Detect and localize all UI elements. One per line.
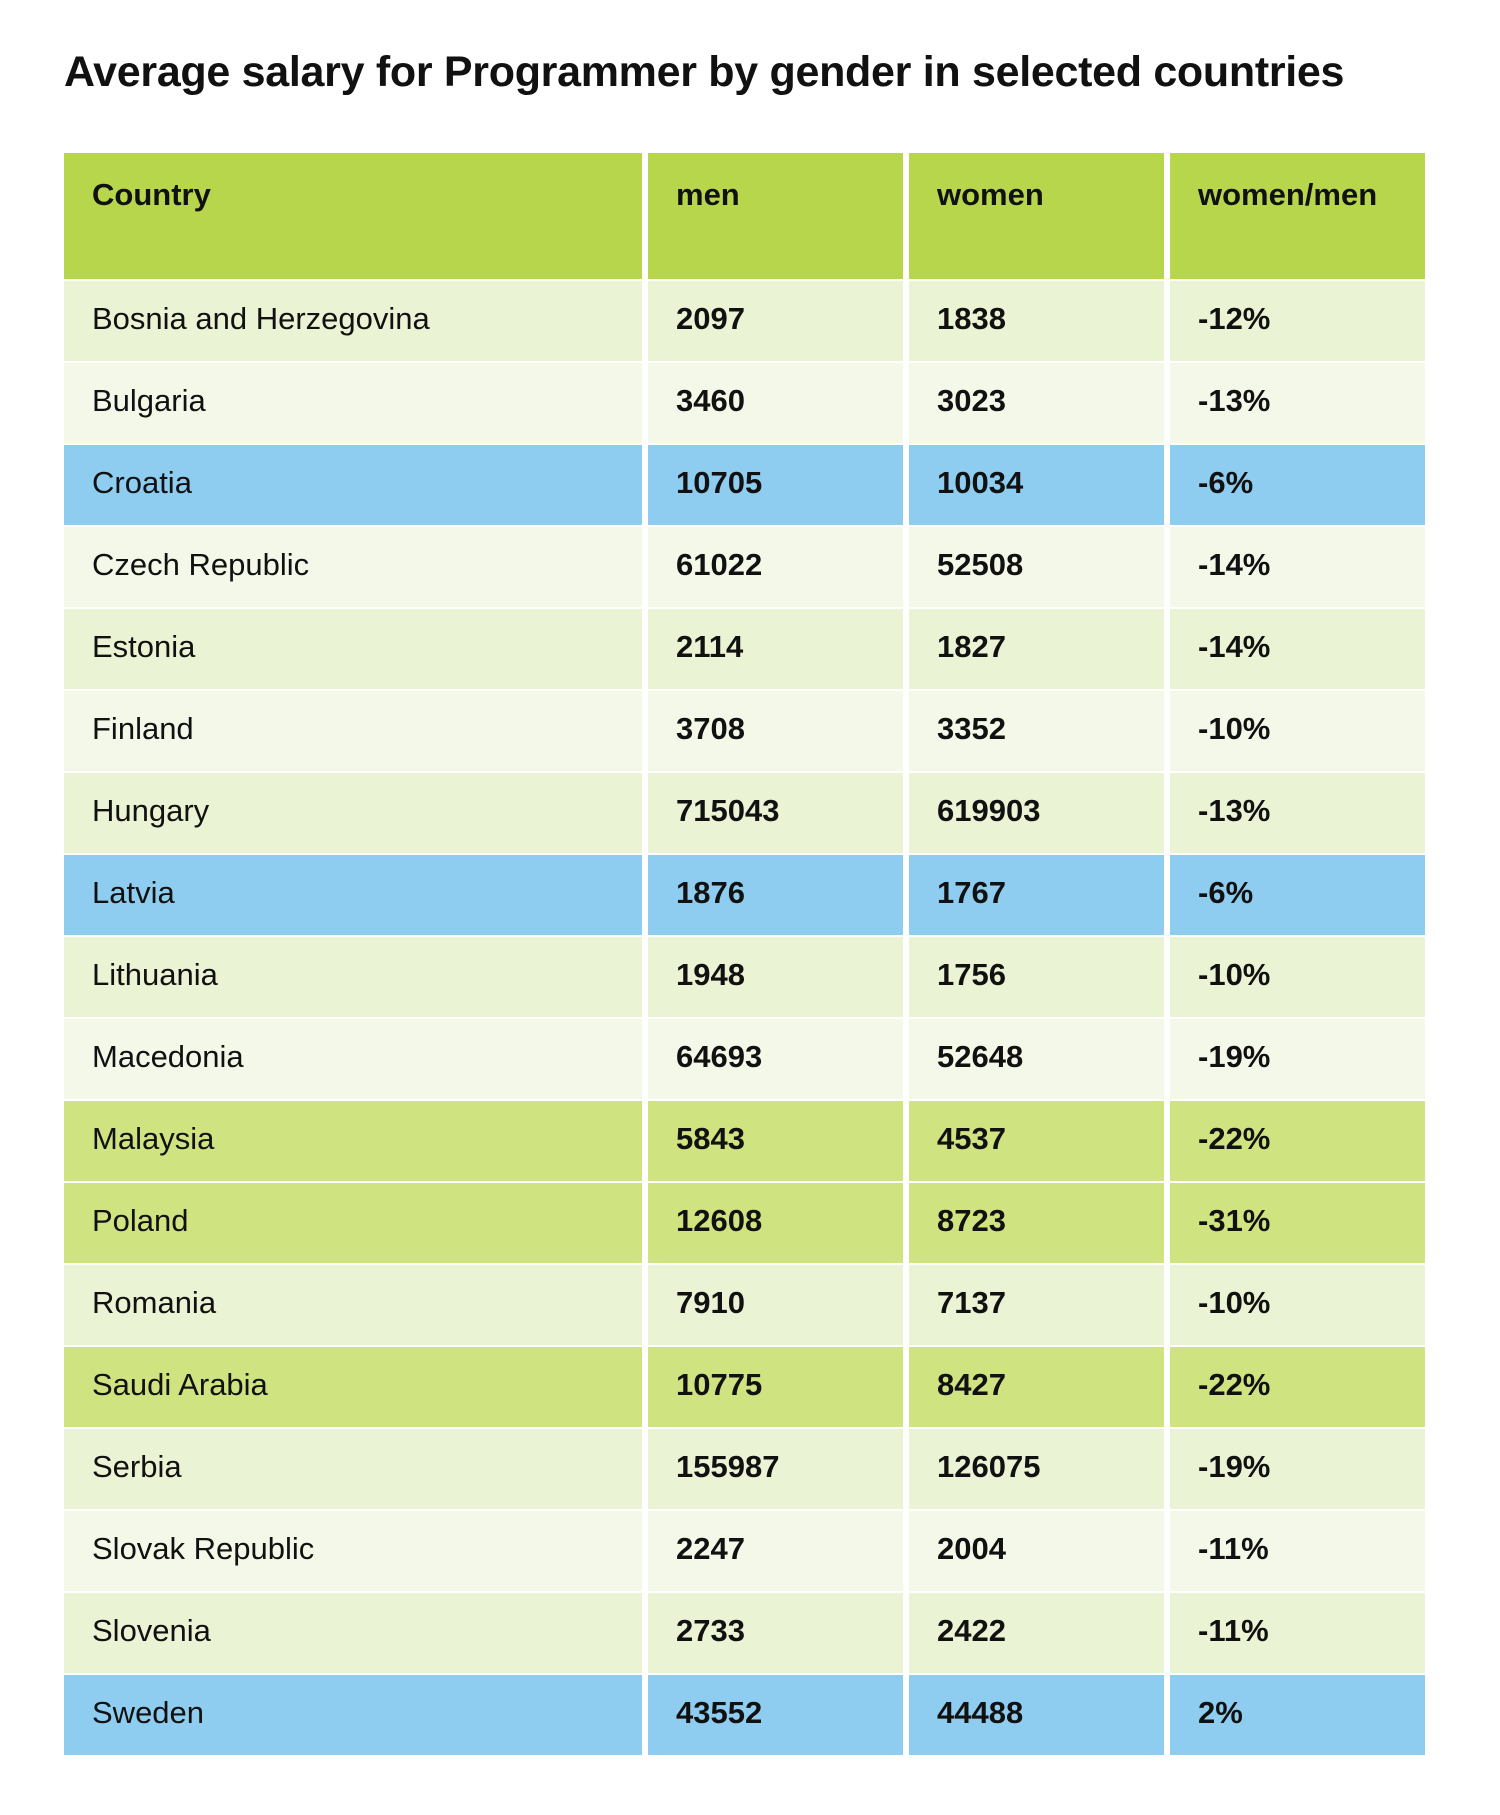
cell-women-men: -19% <box>1170 1019 1425 1099</box>
table-row: Lithuania 1948 1756 -10% <box>64 937 1425 1017</box>
cell-women: 3023 <box>909 363 1164 443</box>
cell-women-men: -22% <box>1170 1101 1425 1181</box>
cell-men: 61022 <box>648 527 903 607</box>
cell-women-men: -6% <box>1170 855 1425 935</box>
cell-country: Malaysia <box>64 1101 642 1181</box>
table-row: Malaysia 5843 4537 -22% <box>64 1101 1425 1181</box>
cell-women-men: 2% <box>1170 1675 1425 1755</box>
table-row: Macedonia 64693 52648 -19% <box>64 1019 1425 1099</box>
cell-women-men: -10% <box>1170 937 1425 1017</box>
cell-men: 2114 <box>648 609 903 689</box>
header-women-men: women/men <box>1170 153 1425 279</box>
cell-country: Croatia <box>64 445 642 525</box>
cell-men: 3708 <box>648 691 903 771</box>
cell-country: Serbia <box>64 1429 642 1509</box>
cell-country: Czech Republic <box>64 527 642 607</box>
table-row: Latvia 1876 1767 -6% <box>64 855 1425 935</box>
cell-men: 5843 <box>648 1101 903 1181</box>
cell-men: 3460 <box>648 363 903 443</box>
cell-women: 7137 <box>909 1265 1164 1345</box>
cell-women: 52508 <box>909 527 1164 607</box>
cell-country: Poland <box>64 1183 642 1263</box>
table-row: Slovenia 2733 2422 -11% <box>64 1593 1425 1673</box>
table-row: Finland 3708 3352 -10% <box>64 691 1425 771</box>
salary-table: Country men women women/men Bosnia and H… <box>58 151 1431 1757</box>
cell-men: 715043 <box>648 773 903 853</box>
cell-country: Slovenia <box>64 1593 642 1673</box>
cell-women: 126075 <box>909 1429 1164 1509</box>
cell-country: Slovak Republic <box>64 1511 642 1591</box>
header-women: women <box>909 153 1164 279</box>
cell-women-men: -13% <box>1170 363 1425 443</box>
cell-women: 619903 <box>909 773 1164 853</box>
cell-women: 8723 <box>909 1183 1164 1263</box>
cell-country: Macedonia <box>64 1019 642 1099</box>
table-row: Sweden 43552 44488 2% <box>64 1675 1425 1755</box>
cell-country: Finland <box>64 691 642 771</box>
cell-women: 8427 <box>909 1347 1164 1427</box>
cell-women: 1756 <box>909 937 1164 1017</box>
cell-men: 10775 <box>648 1347 903 1427</box>
cell-men: 12608 <box>648 1183 903 1263</box>
table-header-row: Country men women women/men <box>64 153 1425 279</box>
cell-men: 10705 <box>648 445 903 525</box>
cell-country: Bosnia and Herzegovina <box>64 281 642 361</box>
table-row: Estonia 2114 1827 -14% <box>64 609 1425 689</box>
table-row: Saudi Arabia 10775 8427 -22% <box>64 1347 1425 1427</box>
cell-men: 155987 <box>648 1429 903 1509</box>
cell-women-men: -11% <box>1170 1593 1425 1673</box>
page-title: Average salary for Programmer by gender … <box>64 48 1345 96</box>
table-row: Slovak Republic 2247 2004 -11% <box>64 1511 1425 1591</box>
cell-men: 64693 <box>648 1019 903 1099</box>
cell-women-men: -10% <box>1170 1265 1425 1345</box>
cell-women-men: -14% <box>1170 527 1425 607</box>
cell-country: Saudi Arabia <box>64 1347 642 1427</box>
cell-men: 1948 <box>648 937 903 1017</box>
cell-country: Hungary <box>64 773 642 853</box>
cell-country: Latvia <box>64 855 642 935</box>
cell-country: Romania <box>64 1265 642 1345</box>
cell-men: 2247 <box>648 1511 903 1591</box>
cell-women-men: -19% <box>1170 1429 1425 1509</box>
cell-women-men: -31% <box>1170 1183 1425 1263</box>
table-row: Czech Republic 61022 52508 -14% <box>64 527 1425 607</box>
cell-women: 1827 <box>909 609 1164 689</box>
table-row: Romania 7910 7137 -10% <box>64 1265 1425 1345</box>
cell-men: 43552 <box>648 1675 903 1755</box>
cell-men: 2097 <box>648 281 903 361</box>
cell-women: 10034 <box>909 445 1164 525</box>
cell-women: 2422 <box>909 1593 1164 1673</box>
table-row: Croatia 10705 10034 -6% <box>64 445 1425 525</box>
cell-women: 3352 <box>909 691 1164 771</box>
cell-women: 44488 <box>909 1675 1164 1755</box>
cell-country: Sweden <box>64 1675 642 1755</box>
cell-country: Estonia <box>64 609 642 689</box>
cell-women: 4537 <box>909 1101 1164 1181</box>
cell-women-men: -11% <box>1170 1511 1425 1591</box>
cell-women-men: -6% <box>1170 445 1425 525</box>
cell-men: 7910 <box>648 1265 903 1345</box>
cell-women-men: -13% <box>1170 773 1425 853</box>
cell-women: 1767 <box>909 855 1164 935</box>
table-row: Poland 12608 8723 -31% <box>64 1183 1425 1263</box>
cell-women-men: -10% <box>1170 691 1425 771</box>
cell-women-men: -12% <box>1170 281 1425 361</box>
table-row: Bosnia and Herzegovina 2097 1838 -12% <box>64 281 1425 361</box>
table-row: Serbia 155987 126075 -19% <box>64 1429 1425 1509</box>
cell-women-men: -14% <box>1170 609 1425 689</box>
header-men: men <box>648 153 903 279</box>
cell-country: Lithuania <box>64 937 642 1017</box>
cell-women: 2004 <box>909 1511 1164 1591</box>
table-body: Bosnia and Herzegovina 2097 1838 -12% Bulgar… <box>64 281 1425 1755</box>
cell-women: 1838 <box>909 281 1164 361</box>
header-country: Country <box>64 153 642 279</box>
table-row: Hungary 715043 619903 -13% <box>64 773 1425 853</box>
table-row: Bulgaria 3460 3023 -13% <box>64 363 1425 443</box>
cell-women-men: -22% <box>1170 1347 1425 1427</box>
cell-men: 2733 <box>648 1593 903 1673</box>
cell-men: 1876 <box>648 855 903 935</box>
cell-country: Bulgaria <box>64 363 642 443</box>
cell-women: 52648 <box>909 1019 1164 1099</box>
